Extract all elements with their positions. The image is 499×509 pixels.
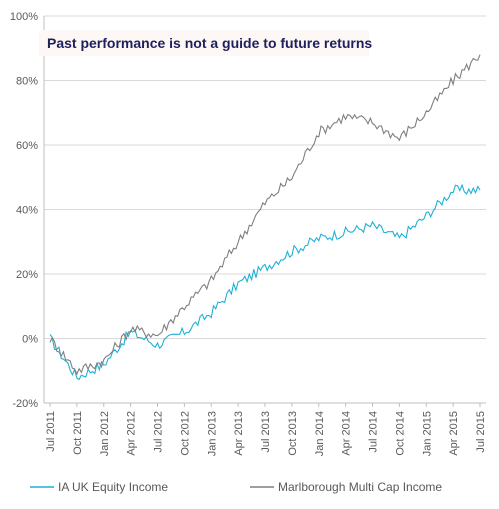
x-tick-label: Oct 2014 (394, 411, 406, 456)
series-line-0 (49, 183, 481, 381)
x-tick-label: Apr 2013 (233, 411, 245, 456)
x-tick-label: Oct 2011 (72, 411, 84, 455)
y-tick-label: 100% (10, 11, 38, 23)
banner-text: Past performance is not a guide to futur… (47, 35, 372, 51)
x-tick-label: Jan 2013 (206, 411, 218, 456)
x-tick-label: Jul 2015 (475, 411, 487, 453)
x-tick-label: Jul 2012 (153, 411, 165, 453)
series-lines (49, 54, 481, 381)
y-axis: 100% 80% 60% 40% 20% 0% -20% (10, 11, 45, 410)
legend-label: IA UK Equity Income (58, 480, 168, 494)
x-tick-label: Jan 2015 (421, 411, 433, 456)
legend-label: Marlborough Multi Cap Income (278, 480, 442, 494)
y-tick-label: -20% (12, 398, 38, 410)
banner: Past performance is not a guide to futur… (39, 30, 372, 56)
x-tick-label: Jan 2014 (314, 411, 326, 456)
x-tick-label: Oct 2013 (287, 411, 299, 456)
x-tick-label: Apr 2014 (341, 411, 353, 456)
x-tick-label: Jul 2013 (260, 411, 272, 453)
x-tick-label: Oct 2012 (179, 411, 191, 456)
y-tick-label: 80% (16, 76, 38, 88)
series-line-1 (49, 54, 481, 376)
legend: IA UK Equity Income Marlborough Multi Cap… (30, 480, 442, 494)
x-tick-label: Jan 2012 (99, 411, 111, 456)
x-tick-label: Apr 2015 (448, 411, 460, 456)
x-axis: Jul 2011 Oct 2011 Jan 2012 Apr 2012 Jul 2012… (44, 402, 487, 456)
y-tick-label: 40% (16, 205, 38, 217)
y-tick-label: 0% (22, 334, 38, 346)
y-tick-label: 60% (16, 140, 38, 152)
y-tick-label: 20% (16, 269, 38, 281)
x-tick-label: Jul 2014 (368, 411, 380, 453)
x-tick-label: Jul 2011 (45, 411, 57, 452)
x-tick-label: Apr 2012 (126, 411, 138, 456)
